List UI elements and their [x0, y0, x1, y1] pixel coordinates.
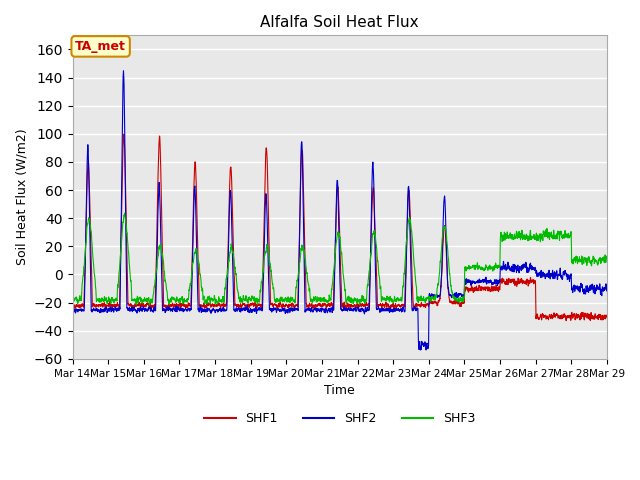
SHF1	[68, 302, 76, 308]
Title: Alfalfa Soil Heat Flux: Alfalfa Soil Heat Flux	[260, 15, 419, 30]
SHF3	[297, 246, 305, 252]
SHF2	[68, 310, 76, 316]
SHF2	[536, 270, 543, 276]
SHF1	[274, 305, 282, 311]
SHF3	[536, 232, 543, 238]
SHF1	[593, 314, 600, 320]
SHF1	[603, 313, 611, 319]
SHF3	[68, 300, 76, 305]
SHF1	[130, 303, 138, 309]
SHF3	[274, 297, 282, 302]
SHF2	[417, 347, 424, 353]
Legend: SHF1, SHF2, SHF3: SHF1, SHF2, SHF3	[199, 407, 480, 430]
SHF3	[603, 253, 611, 259]
SHF2	[130, 307, 138, 313]
SHF1	[161, 304, 169, 310]
SHF3	[146, 302, 154, 308]
Y-axis label: Soil Heat Flux (W/m2): Soil Heat Flux (W/m2)	[15, 129, 28, 265]
SHF2	[274, 306, 282, 312]
SHF2	[297, 157, 305, 163]
Line: SHF3: SHF3	[72, 213, 607, 305]
X-axis label: Time: Time	[324, 384, 355, 397]
SHF2	[603, 287, 611, 293]
SHF2	[161, 309, 169, 314]
SHF1	[120, 131, 128, 137]
Text: TA_met: TA_met	[75, 40, 126, 53]
SHF1	[297, 170, 305, 176]
Line: SHF2: SHF2	[72, 71, 607, 350]
Line: SHF1: SHF1	[72, 134, 607, 321]
SHF2	[120, 68, 127, 74]
SHF3	[130, 297, 138, 303]
SHF1	[563, 318, 570, 324]
SHF3	[593, 259, 600, 264]
SHF3	[121, 210, 129, 216]
SHF2	[593, 282, 600, 288]
SHF1	[535, 316, 543, 322]
SHF3	[162, 279, 170, 285]
